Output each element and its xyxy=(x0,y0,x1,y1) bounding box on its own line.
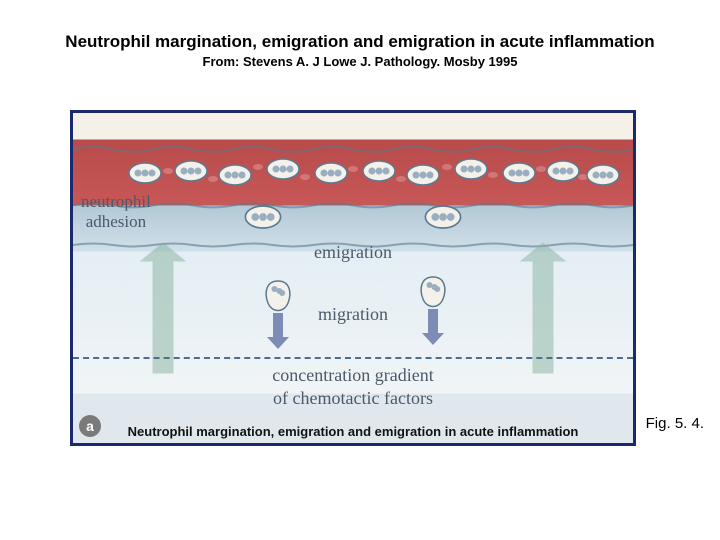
gradient-dashed-line xyxy=(73,357,633,359)
figure-number: Fig. 5. 4. xyxy=(646,415,704,432)
label-migration: migration xyxy=(73,304,633,325)
label-gradient: concentration gradientof chemotactic fac… xyxy=(73,364,633,411)
page-subtitle: From: Stevens A. J Lowe J. Pathology. Mo… xyxy=(0,54,720,69)
label-emigration: emigration xyxy=(73,242,633,263)
diagram-figure: neutrophiladhesion emigration migration … xyxy=(70,110,636,446)
page-title: Neutrophil margination, emigration and e… xyxy=(0,32,720,52)
label-adhesion: neutrophiladhesion xyxy=(81,192,151,232)
figure-inner-caption: Neutrophil margination, emigration and e… xyxy=(73,424,633,439)
